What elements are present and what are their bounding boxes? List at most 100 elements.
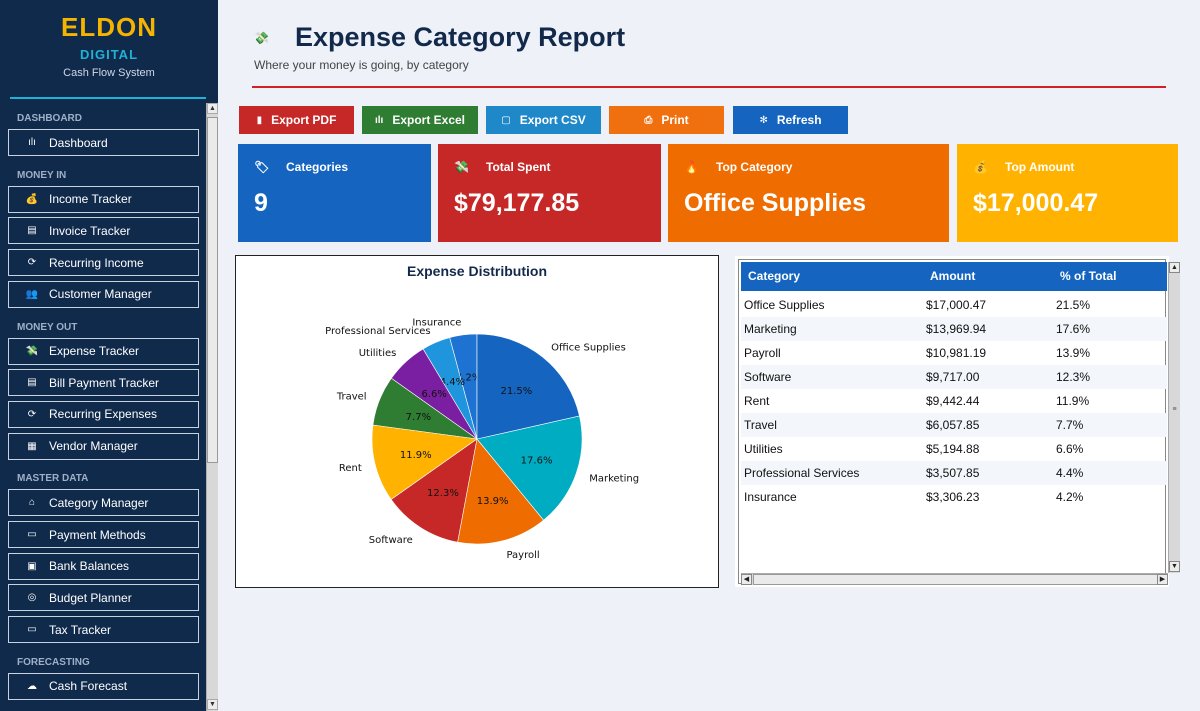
sidebar-item-label: Bill Payment Tracker xyxy=(49,375,160,390)
sidebar-item-tax-tracker[interactable]: ▭ Tax Tracker xyxy=(8,616,199,644)
brand-name: ELDON xyxy=(61,12,157,42)
recurring-icon: ⟳ xyxy=(27,408,37,420)
sidebar-item-customer-manager[interactable]: 👥 Customer Manager xyxy=(8,280,199,308)
table-cell: Travel xyxy=(744,418,777,432)
sidebar-item-bill-payment-tracker[interactable]: ▤ Bill Payment Tracker xyxy=(8,369,199,397)
table-cell: Rent xyxy=(744,394,770,408)
pie-category-label: Insurance xyxy=(412,317,461,328)
horizontal-scroll-thumb[interactable] xyxy=(753,574,1158,585)
print-button[interactable]: ⎙ Print xyxy=(609,106,724,134)
export-excel-button[interactable]: ılı Export Excel xyxy=(362,106,478,134)
table-cell: Utilities xyxy=(744,442,783,456)
sidebar-nav: DASHBOARD ılı Dashboard MONEY IN 💰 Income Tra… xyxy=(0,103,206,711)
sidebar-item-label: Income Tracker xyxy=(49,192,132,207)
sidebar-section-dashboard: DASHBOARD xyxy=(17,113,82,124)
table-vertical-scrollbar[interactable]: ▲ ≡ ▼ xyxy=(1168,262,1180,573)
print-button-label: Print xyxy=(661,113,689,127)
table-row[interactable]: Marketing $13,969.94 17.6% xyxy=(741,317,1167,341)
sidebar-item-label: Tax Tracker xyxy=(49,622,112,637)
scroll-right-icon[interactable]: ▶ xyxy=(1157,574,1168,585)
sidebar-item-income-tracker[interactable]: 💰 Income Tracker xyxy=(8,185,199,213)
table-cell: $10,981.19 xyxy=(926,346,987,360)
scroll-up-icon[interactable]: ▲ xyxy=(207,103,218,114)
pie-category-label: Marketing xyxy=(589,474,639,485)
table-cell: Office Supplies xyxy=(744,298,825,312)
sidebar-item-category-manager[interactable]: ⌂ Category Manager xyxy=(8,489,199,517)
pie-percent-label: 6.6% xyxy=(421,389,446,400)
table-cell: 4.2% xyxy=(1056,490,1084,504)
table-row[interactable]: Professional Services $3,507.85 4.4% xyxy=(741,461,1167,485)
tax-icon: ▭ xyxy=(27,624,37,636)
table-row[interactable]: Travel $6,057.85 7.7% xyxy=(741,413,1167,437)
kpi-value: Office Supplies xyxy=(684,189,866,217)
sidebar-scrollbar[interactable]: ▲ ▼ xyxy=(206,103,218,711)
top-amount-card: 💰 Top Amount $17,000.47 xyxy=(957,144,1178,242)
export-csv-button[interactable]: ▢ Export CSV xyxy=(486,106,601,134)
pie-slice-rent[interactable] xyxy=(371,424,478,500)
pie-slice-payroll[interactable] xyxy=(457,438,545,545)
column-header[interactable]: Category xyxy=(748,269,801,283)
total-spent-card: 💸 Total Spent $79,177.85 xyxy=(438,144,661,242)
sidebar-item-dashboard[interactable]: ılı Dashboard xyxy=(8,129,199,156)
table-cell: $3,507.85 xyxy=(926,466,980,480)
scroll-grip-icon[interactable]: ≡ xyxy=(1172,406,1177,413)
recurring-icon: ⟳ xyxy=(27,257,37,269)
sidebar-item-vendor-manager[interactable]: ▦ Vendor Manager xyxy=(8,432,199,460)
page-subtitle: Where your money is going, by category xyxy=(254,58,469,72)
table-cell: $3,306.23 xyxy=(926,490,980,504)
pie-category-label: Professional Services xyxy=(325,326,430,337)
money-bag-icon: 💰 xyxy=(25,193,39,205)
sidebar-item-label: Invoice Tracker xyxy=(49,223,131,238)
sidebar-item-bank-balances[interactable]: ▣ Bank Balances xyxy=(8,552,199,580)
brand-divider xyxy=(10,97,206,99)
refresh-button[interactable]: ✻ Refresh xyxy=(733,106,848,134)
table-row[interactable]: Office Supplies $17,000.47 21.5% xyxy=(741,293,1167,317)
pdf-icon: ▮ xyxy=(256,114,263,126)
sidebar-section-money-out: MONEY OUT xyxy=(17,321,78,333)
sidebar-item-recurring-expenses[interactable]: ⟳ Recurring Expenses xyxy=(8,400,199,428)
pie-slice-office-supplies[interactable] xyxy=(476,333,580,440)
column-header[interactable]: % of Total xyxy=(1060,269,1117,283)
sidebar-item-recurring-income[interactable]: ⟳ Recurring Income xyxy=(8,249,199,277)
money-bag-icon: 💰 xyxy=(973,160,988,174)
pie-percent-label: 4.2% xyxy=(456,373,481,384)
table-cell: $9,717.00 xyxy=(926,370,980,384)
scroll-down-icon[interactable]: ▼ xyxy=(1169,561,1180,572)
money-wings-icon: 💸 xyxy=(25,345,39,357)
scroll-left-icon[interactable]: ◀ xyxy=(741,574,752,585)
sidebar: ELDON DIGITAL Cash Flow System DASHBOARD… xyxy=(0,0,218,711)
sidebar-item-expense-tracker[interactable]: 💸 Expense Tracker xyxy=(8,337,199,365)
table-row[interactable]: Insurance $3,306.23 4.2% xyxy=(741,485,1167,509)
table-row[interactable]: Software $9,717.00 12.3% xyxy=(741,365,1167,389)
printer-icon: ⎙ xyxy=(644,114,653,126)
table-cell: 6.6% xyxy=(1056,442,1084,456)
target-icon: ◎ xyxy=(27,592,37,604)
kpi-value: 9 xyxy=(254,189,268,217)
export-pdf-button[interactable]: ▮ Export PDF xyxy=(239,106,354,134)
table-cell: 4.4% xyxy=(1056,466,1084,480)
table-horizontal-scrollbar[interactable]: ◀ ▶ xyxy=(741,573,1168,585)
table-row[interactable]: Rent $9,442.44 11.9% xyxy=(741,389,1167,413)
table-cell: Payroll xyxy=(744,346,781,360)
brand-tagline: Cash Flow System xyxy=(63,67,155,79)
column-header[interactable]: Amount xyxy=(930,269,976,283)
sidebar-item-label: Customer Manager xyxy=(49,287,152,302)
sidebar-scroll-thumb[interactable] xyxy=(207,117,218,463)
sidebar-item-cash-forecast[interactable]: ☁ Cash Forecast xyxy=(8,672,199,700)
pie-percent-label: 7.7% xyxy=(406,412,431,423)
pie-category-label: Utilities xyxy=(359,348,397,359)
sidebar-item-budget-planner[interactable]: ◎ Budget Planner xyxy=(8,584,199,612)
sidebar-item-payment-methods[interactable]: ▭ Payment Methods xyxy=(8,521,199,548)
table-row[interactable]: Utilities $5,194.88 6.6% xyxy=(741,437,1167,461)
scroll-up-icon[interactable]: ▲ xyxy=(1169,262,1180,273)
pie-chart: Expense Distribution 4.2% Insurance 4.4% Pro… xyxy=(325,263,639,561)
table-row[interactable]: Payroll $10,981.19 13.9% xyxy=(741,341,1167,365)
forecast-icon: ☁ xyxy=(27,680,37,692)
sidebar-item-invoice-tracker[interactable]: ▤ Invoice Tracker xyxy=(8,217,199,245)
category-table-panel: Category Amount % of Total Office Supplies… xyxy=(735,256,1180,587)
pie-slice-marketing[interactable] xyxy=(476,415,583,521)
pie-slice-software[interactable] xyxy=(390,438,478,543)
pie-percent-label: 11.9% xyxy=(400,450,432,461)
fire-icon: 🔥 xyxy=(684,160,699,174)
scroll-down-icon[interactable]: ▼ xyxy=(207,699,218,710)
